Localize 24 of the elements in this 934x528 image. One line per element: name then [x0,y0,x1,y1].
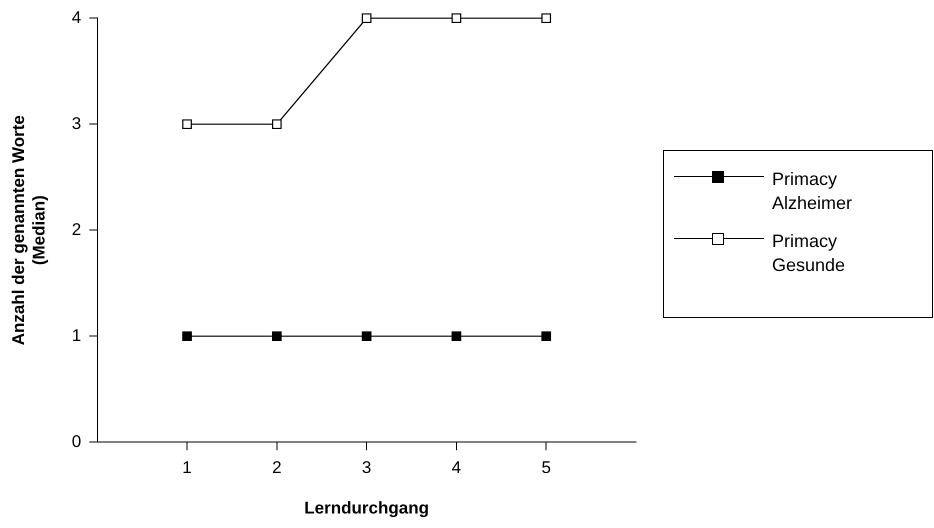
x-tick-label: 2 [272,458,282,478]
y-tick-label: 1 [72,326,82,345]
x-tick-label: 1 [182,458,192,478]
x-axis-title: Lerndurchgang [304,498,429,518]
point [182,119,192,130]
x-tick-label: 3 [362,458,372,478]
legend-label: Primacy Gesunde [772,230,846,277]
y-axis-title: Anzahl der genannten Worte (Median) [8,115,48,346]
point [182,331,192,342]
point [272,119,282,130]
point [541,13,552,24]
point [362,331,372,342]
y-tick-label: 3 [72,114,82,133]
legend-label: Primacy Alzheimer [772,168,854,215]
point [541,331,552,342]
x-tick-label: 4 [452,458,462,478]
y-tick-label: 0 [72,432,82,451]
y-tick-label: 2 [72,220,82,239]
point [452,13,462,24]
point [272,331,282,342]
x-tick-label: 5 [541,458,551,478]
y-tick-label: 4 [72,8,82,27]
point [362,13,372,24]
point [452,331,462,342]
